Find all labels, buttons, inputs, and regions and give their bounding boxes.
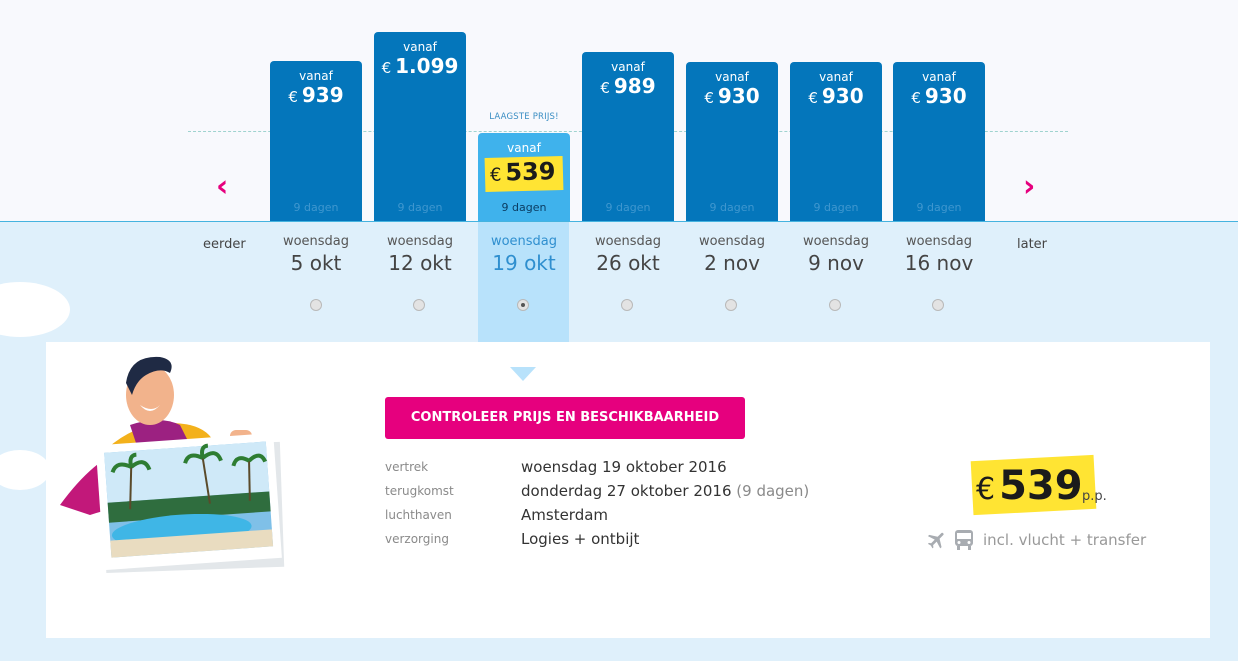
currency-symbol: € (704, 89, 714, 107)
total-price: €539 (976, 462, 1083, 514)
return-label: terugkomst (385, 484, 454, 498)
currency-symbol: € (808, 89, 818, 107)
lowest-price-label: LAAGSTE PRIJS! (489, 112, 559, 122)
bar-duration: 9 dagen (397, 201, 443, 214)
date-day-month: 12 okt (388, 251, 452, 275)
currency-symbol: € (288, 88, 298, 106)
airport-label: luchthaven (385, 508, 452, 522)
currency-symbol: € (489, 164, 502, 186)
bar-price-value: 989 (613, 74, 656, 98)
date-weekday: woensdag (594, 234, 662, 249)
later-link[interactable]: later (1017, 237, 1048, 252)
date-weekday: woensdag (282, 234, 350, 249)
next-arrow-icon[interactable]: › (1023, 169, 1036, 204)
price-bar-selected[interactable]: vanaf €539 9 dagen (478, 133, 570, 221)
date-day-month: 2 nov (704, 251, 760, 275)
bus-icon (955, 530, 973, 550)
date-weekday: woensdag (905, 234, 973, 249)
currency-symbol: € (911, 89, 921, 107)
plane-icon (927, 532, 944, 549)
bar-price-value: 930 (717, 84, 760, 108)
date-weekday: woensdag (490, 234, 558, 249)
bar-duration: 9 dagen (605, 201, 651, 214)
date-radio[interactable] (932, 299, 944, 311)
bar-price: €939 (270, 83, 362, 109)
bar-duration: 9 dagen (501, 201, 547, 214)
selected-date-pointer (510, 367, 536, 381)
date-day-month: 26 okt (596, 251, 660, 275)
bar-duration: 9 dagen (293, 201, 339, 214)
total-price-value: 539 (999, 463, 1083, 509)
per-person-label: p.p. (1082, 489, 1107, 504)
cloud-decoration (0, 450, 50, 490)
date-radio[interactable] (829, 299, 841, 311)
price-bar[interactable]: vanaf €989 9 dagen (582, 52, 674, 221)
prev-arrow-icon[interactable]: ‹ (216, 169, 229, 204)
date-day-month: 16 nov (904, 251, 974, 275)
vanaf-label: vanaf (299, 69, 333, 83)
date-option[interactable]: woensdag 2 nov (680, 221, 784, 275)
date-weekday: woensdag (698, 234, 766, 249)
price-bar[interactable]: vanaf €939 9 dagen (270, 61, 362, 221)
vanaf-label: vanaf (611, 60, 645, 74)
price-highlight: €539 (484, 155, 564, 193)
date-day-month: 5 okt (290, 251, 342, 275)
price-bar[interactable]: vanaf €930 9 dagen (790, 62, 882, 221)
bar-price-value: 1.099 (395, 54, 459, 78)
vanaf-label: vanaf (507, 141, 541, 155)
board-label: verzorging (385, 532, 449, 546)
bar-price: €989 (582, 74, 674, 100)
bar-price-value: 539 (505, 157, 557, 187)
bar-price-value: 939 (301, 83, 344, 107)
date-option-selected[interactable]: woensdag 19 okt (472, 221, 576, 275)
return-value: donderdag 27 oktober 2016 (9 dagen) (521, 482, 809, 500)
currency-symbol: € (381, 59, 392, 77)
date-option[interactable]: woensdag 26 okt (576, 221, 680, 275)
vanaf-label: vanaf (715, 70, 749, 84)
airport-value: Amsterdam (521, 506, 609, 524)
bar-price-value: 930 (924, 84, 967, 108)
date-radio[interactable] (621, 299, 633, 311)
date-radio[interactable] (413, 299, 425, 311)
return-duration: (9 dagen) (736, 482, 810, 500)
bar-duration: 9 dagen (709, 201, 755, 214)
bar-duration: 9 dagen (916, 201, 962, 214)
bar-price: €930 (893, 84, 985, 110)
departure-label: vertrek (385, 460, 429, 474)
date-option[interactable]: woensdag 12 okt (368, 221, 472, 275)
bar-price: €539 (490, 157, 556, 190)
included-services: incl. vlucht + transfer (983, 531, 1147, 549)
bar-price: €930 (686, 84, 778, 110)
mascot-with-photo-illustration (60, 356, 285, 573)
departure-value: woensdag 19 oktober 2016 (521, 458, 727, 476)
date-radio-checked[interactable] (517, 299, 529, 311)
bar-duration: 9 dagen (813, 201, 859, 214)
date-weekday: woensdag (802, 234, 870, 249)
date-day-month: 9 nov (808, 251, 864, 275)
vanaf-label: vanaf (403, 40, 437, 54)
price-bar[interactable]: vanaf €930 9 dagen (893, 62, 985, 221)
date-option[interactable]: woensdag 5 okt (264, 221, 368, 275)
currency-symbol: € (976, 472, 996, 507)
date-radio[interactable] (310, 299, 322, 311)
return-date: donderdag 27 oktober 2016 (521, 482, 732, 500)
date-weekday: woensdag (386, 234, 454, 249)
currency-symbol: € (600, 79, 610, 97)
date-option[interactable]: woensdag 16 nov (887, 221, 991, 275)
date-option[interactable]: woensdag 9 nov (784, 221, 888, 275)
price-bar[interactable]: vanaf €930 9 dagen (686, 62, 778, 221)
bar-price: €1.099 (374, 54, 466, 80)
earlier-link[interactable]: eerder (203, 237, 246, 252)
date-day-month: 19 okt (492, 251, 556, 275)
bar-price: €930 (790, 84, 882, 110)
price-bar[interactable]: vanaf €1.099 9 dagen (374, 32, 466, 221)
bar-price-value: 930 (821, 84, 864, 108)
check-price-availability-button[interactable]: CONTROLEER PRIJS EN BESCHIKBAARHEID (385, 397, 745, 439)
board-value: Logies + ontbijt (521, 530, 640, 548)
date-radio[interactable] (725, 299, 737, 311)
vanaf-label: vanaf (819, 70, 853, 84)
vanaf-label: vanaf (922, 70, 956, 84)
